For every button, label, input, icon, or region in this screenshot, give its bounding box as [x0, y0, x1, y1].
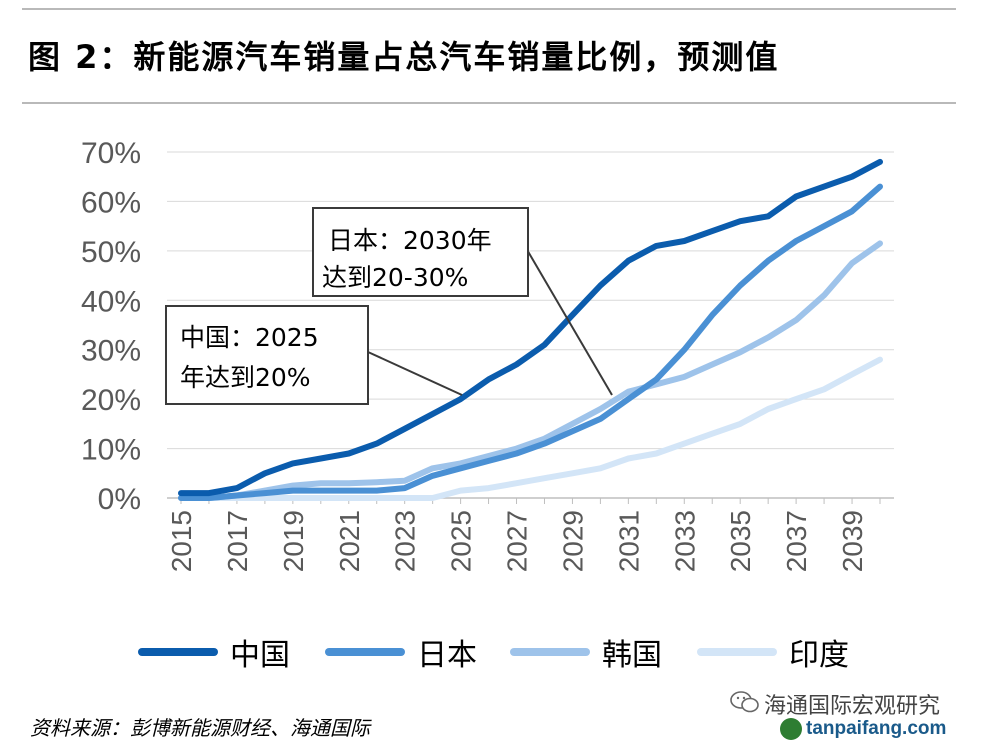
site-logo-icon [780, 718, 802, 740]
watermark: 海通国际宏观研究 tanpaifang.com [730, 688, 970, 744]
y-tick-label: 50% [81, 236, 141, 269]
callout-leader-japan [525, 247, 613, 396]
legend-line-japan [325, 648, 405, 656]
x-tick-label: 2039 [837, 510, 868, 572]
legend: 中国 日本 韩国 印度 [0, 630, 987, 674]
callout-text-china-2: 年达到20% [180, 363, 311, 392]
x-tick-label: 2033 [669, 510, 700, 572]
x-tick-label: 2015 [166, 510, 197, 572]
legend-label-china: 中国 [230, 638, 290, 673]
series-line-india [178, 356, 883, 501]
watermark-site: tanpaifang.com [806, 718, 947, 739]
callout-box-japan [312, 207, 529, 297]
legend-item-india: 印度 [697, 630, 849, 674]
x-tick-label: 2021 [334, 510, 365, 572]
x-tick-label: 2031 [613, 510, 644, 572]
legend-label-korea: 韩国 [602, 638, 662, 673]
legend-item-korea: 韩国 [510, 630, 662, 674]
wechat-icon [730, 691, 759, 713]
callout-text-china-1: 中国：2025 [180, 323, 319, 352]
legend-line-india [697, 648, 777, 656]
legend-item-china: 中国 [138, 630, 290, 674]
y-tick-label: 30% [81, 335, 141, 368]
legend-label-japan: 日本 [417, 638, 477, 673]
callout-leader-china [367, 351, 463, 396]
line-chart: 0% 10% 20% 30% 40% 50% 60% 70% 2015 2017 2019 2021 2… [81, 137, 894, 572]
y-tick-label: 70% [81, 137, 141, 170]
x-tick-label: 2023 [390, 510, 421, 572]
x-tick-label: 2025 [446, 510, 477, 572]
y-tick-label: 40% [81, 285, 141, 318]
legend-line-china [138, 648, 218, 656]
y-tick-label: 10% [81, 434, 141, 467]
chart-title: 图 2：新能源汽车销量占总汽车销量比例，预测值 [28, 38, 780, 76]
callout-text-japan-1: 日本：2030年 [328, 226, 492, 255]
legend-line-korea [510, 648, 590, 656]
y-tick-label: 60% [81, 186, 141, 219]
x-tick-label: 2029 [557, 510, 588, 572]
callout-text-japan-2: 达到20-30% [322, 263, 468, 292]
x-tick-label: 2037 [781, 510, 812, 572]
source-note: 资料来源：彭博新能源财经、海通国际 [30, 716, 370, 740]
y-tick-label: 20% [81, 384, 141, 417]
y-tick-label: 0% [98, 483, 141, 516]
x-tick-label: 2035 [725, 510, 756, 572]
callout-box-china [165, 305, 369, 405]
title-rule [22, 102, 956, 104]
x-tick-label: 2027 [502, 510, 533, 572]
series-line-japan [178, 183, 883, 501]
legend-label-india: 印度 [789, 638, 849, 673]
top-rule [22, 8, 956, 10]
series-line-korea [178, 240, 883, 501]
series-line-china [178, 158, 883, 497]
x-tick-label: 2017 [222, 510, 253, 572]
x-tick-label: 2019 [278, 510, 309, 572]
legend-item-japan: 日本 [325, 630, 477, 674]
watermark-account: 海通国际宏观研究 [764, 694, 941, 719]
